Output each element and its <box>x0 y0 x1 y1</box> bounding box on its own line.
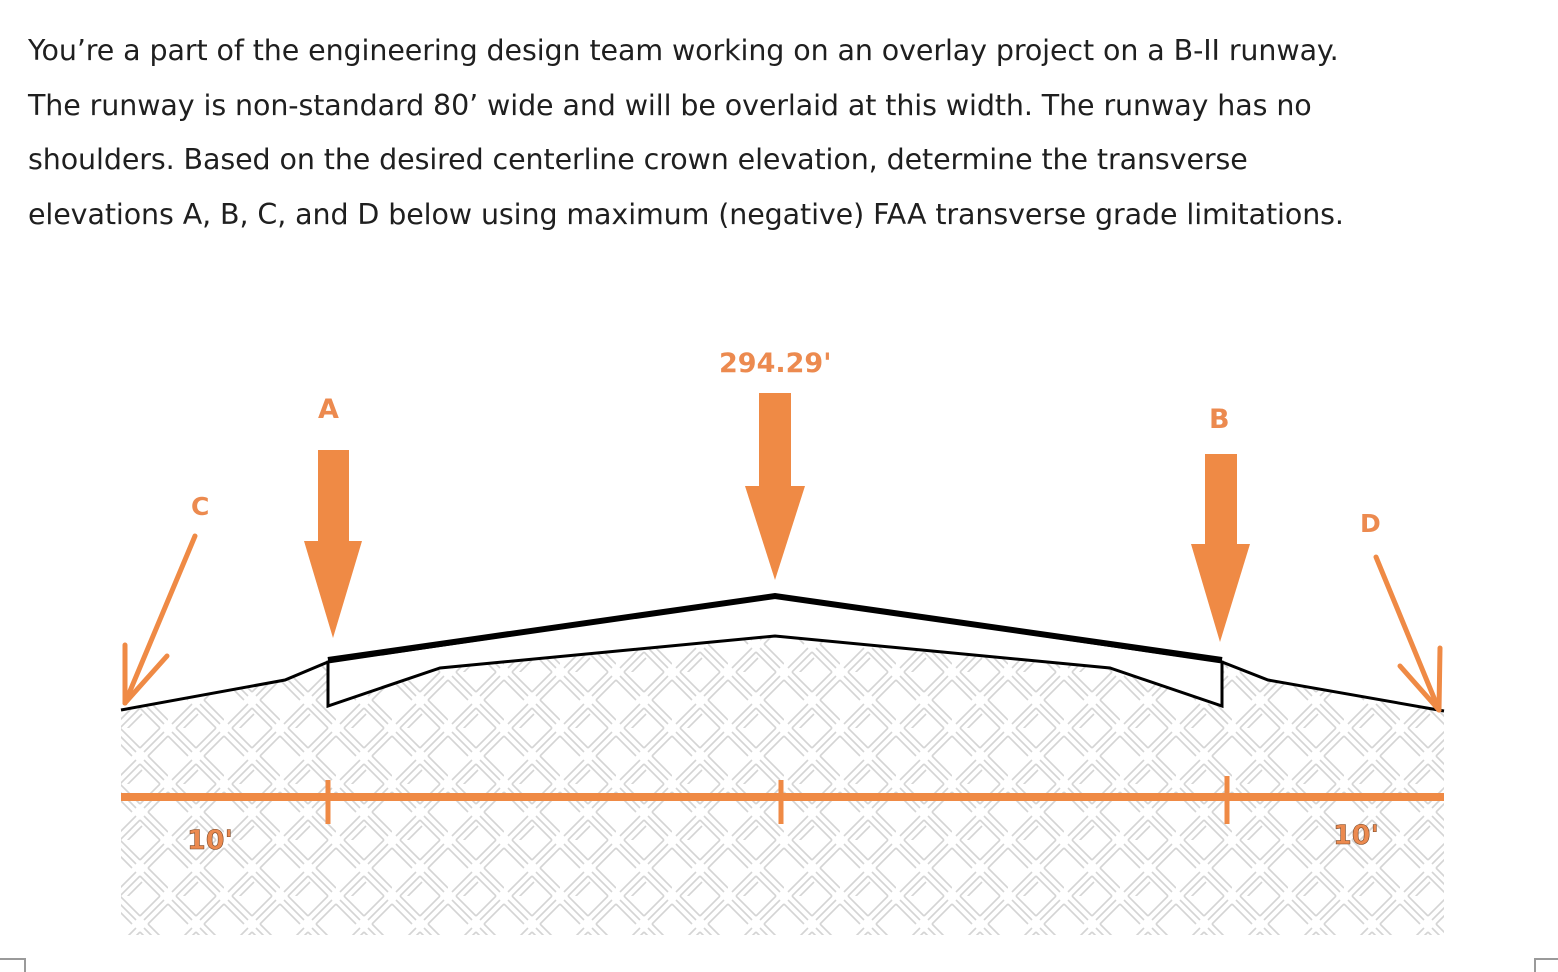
label-a: A <box>318 394 339 425</box>
label-d: D <box>1360 509 1381 538</box>
problem-line-1: You’re a part of the engineering design … <box>28 34 1339 67</box>
dimension-label-left: 10' <box>187 825 233 856</box>
crop-mark-right <box>1534 958 1558 972</box>
overlay-top-surface <box>327 592 1223 663</box>
arrow-c <box>122 533 198 706</box>
arrow-d <box>1373 554 1443 713</box>
label-b: B <box>1209 404 1230 435</box>
crown-arrow <box>745 393 805 580</box>
problem-statement: You’re a part of the engineering design … <box>28 24 1528 242</box>
crop-mark-left <box>0 958 26 972</box>
crown-elevation-label: 294.29' <box>719 348 831 379</box>
problem-line-2: The runway is non-standard 80’ wide and … <box>28 88 1312 122</box>
dimension-label-right: 10' <box>1333 820 1379 851</box>
problem-line-3: shoulders. Based on the desired centerli… <box>28 143 1248 176</box>
label-c: C <box>191 492 209 521</box>
problem-line-4: elevations A, B, C, and D below using ma… <box>28 197 1344 231</box>
arrow-a <box>304 450 362 638</box>
arrow-b <box>1191 454 1250 642</box>
